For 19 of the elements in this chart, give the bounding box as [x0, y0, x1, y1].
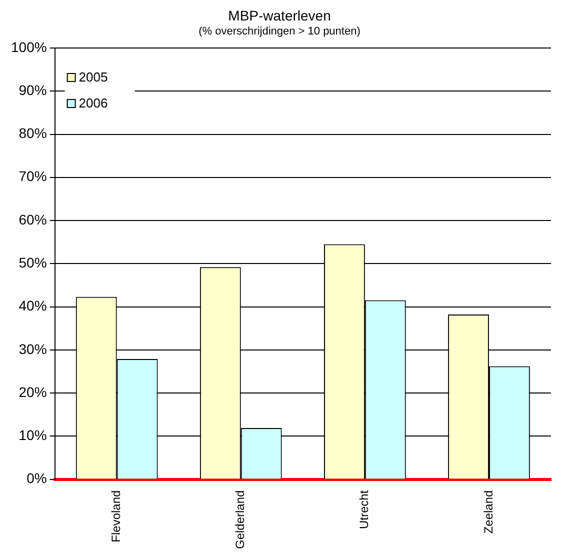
y-tick-label: 100% [10, 38, 47, 55]
y-tick-label: 60% [18, 211, 47, 228]
y-tick-label: 40% [18, 298, 47, 314]
y-tick-label: 20% [18, 384, 47, 400]
x-tick-label: Flevoland [109, 490, 124, 542]
y-tick-label: 30% [18, 340, 47, 357]
y-tick-label: 70% [18, 168, 47, 184]
x-tick-label: Utrecht [357, 490, 372, 529]
chart-subtitle: (% overschrijdingen > 10 punten) [198, 25, 360, 38]
legend-label: 2006 [78, 96, 108, 111]
x-tick-label: Zeeland [481, 490, 496, 534]
chart-title: MBP-waterleven [228, 7, 331, 24]
y-tick-label: 0% [26, 470, 47, 486]
legend-label: 2005 [78, 70, 108, 85]
y-tick-label: 10% [18, 427, 47, 444]
y-tick-label: 50% [18, 254, 47, 271]
y-tick-label: 90% [18, 82, 47, 98]
x-tick-label: Gelderland [233, 490, 248, 550]
y-tick-label: 80% [18, 125, 47, 142]
